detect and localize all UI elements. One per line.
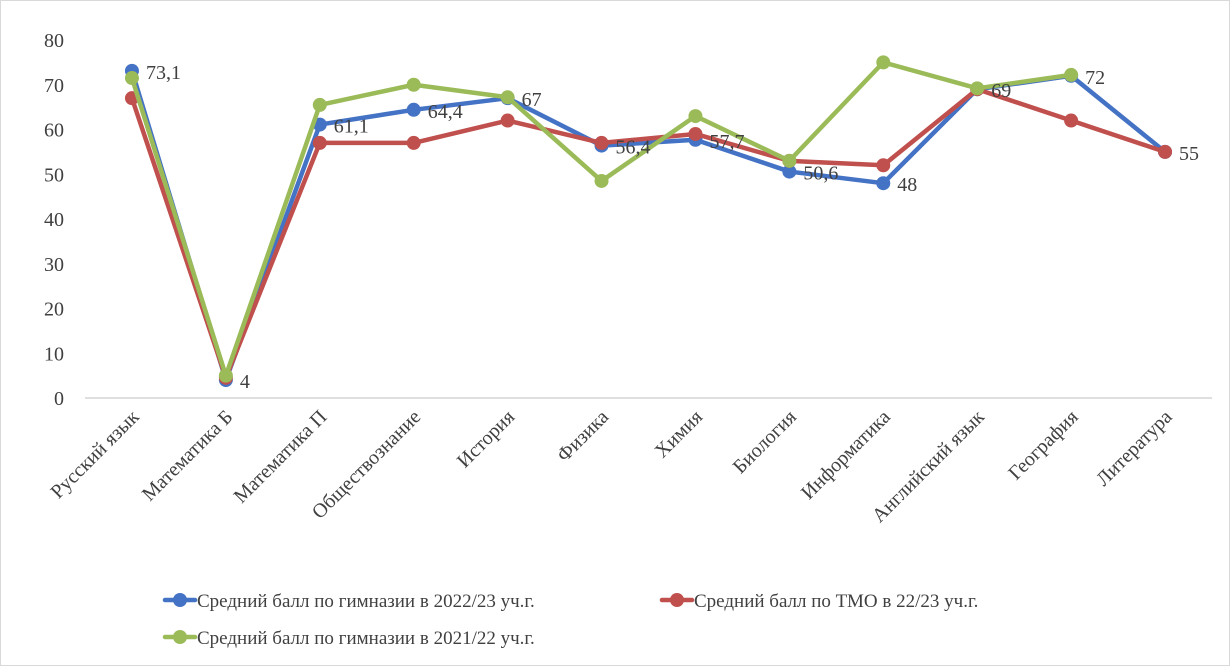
data-label: 57,7: [709, 131, 744, 153]
x-tick-label: Литература: [1092, 406, 1177, 491]
legend-item-2[interactable]: Средний балл по ТМО в 22/23 уч.г.: [659, 591, 978, 612]
data-point: [500, 113, 515, 128]
x-tick-label: Математика П: [230, 406, 332, 508]
data-label: 67: [522, 89, 542, 111]
data-point: [594, 135, 609, 150]
data-point: [688, 109, 703, 124]
data-point: [1158, 144, 1173, 159]
x-tick-label: Информатика: [797, 406, 895, 504]
data-point: [970, 81, 985, 96]
data-label: 61,1: [334, 116, 369, 138]
y-tick-label: 60: [44, 120, 64, 142]
series-3: [124, 55, 1079, 383]
data-label: 72: [1085, 67, 1105, 89]
data-point: [876, 55, 891, 70]
data-label: 69: [991, 80, 1011, 102]
legend-swatch-marker: [173, 593, 187, 607]
legend-label: Средний балл по гимназии в 2021/22 уч.г.: [197, 628, 535, 649]
data-point: [594, 173, 609, 188]
legend-item-3[interactable]: Средний балл по гимназии в 2021/22 уч.г.: [162, 628, 535, 649]
data-label: 4: [240, 371, 250, 393]
y-tick-label: 10: [44, 343, 64, 365]
data-point: [218, 368, 233, 383]
series-layer: [124, 55, 1173, 388]
y-tick-label: 0: [54, 388, 64, 410]
y-tick-label: 20: [44, 299, 64, 321]
legend-swatch-marker: [173, 630, 187, 644]
legend-label: Средний балл по гимназии в 2022/23 уч.г.: [197, 591, 535, 612]
data-point: [1064, 67, 1079, 82]
x-tick-label: Русский язык: [46, 406, 143, 503]
data-point: [876, 158, 891, 173]
series-2: [124, 82, 1173, 385]
data-label: 73,1: [146, 62, 181, 84]
data-point: [782, 153, 797, 168]
y-axis-ticks: 0 10 20 30 40 50 60 70 80: [44, 30, 64, 410]
data-label: 50,6: [803, 163, 838, 185]
x-tick-label: Биология: [729, 406, 801, 478]
data-point: [1064, 113, 1079, 128]
legend[interactable]: Средний балл по гимназии в 2022/23 уч.г.…: [162, 591, 978, 649]
series-1: [124, 63, 1173, 388]
data-point: [312, 135, 327, 150]
data-point: [876, 176, 891, 191]
data-label: 48: [897, 174, 917, 196]
data-point: [500, 90, 515, 105]
data-point: [124, 71, 139, 86]
x-tick-label: Химия: [651, 406, 707, 462]
y-tick-label: 70: [44, 75, 64, 97]
series-line: [129, 60, 1074, 378]
y-tick-label: 40: [44, 209, 64, 231]
legend-label: Средний балл по ТМО в 22/23 уч.г.: [694, 591, 978, 612]
data-label: 64,4: [428, 101, 463, 123]
y-tick-label: 30: [44, 254, 64, 276]
data-point: [782, 164, 797, 179]
x-tick-label: География: [1004, 406, 1082, 484]
x-tick-label: Математика Б: [138, 406, 238, 506]
data-point: [406, 77, 421, 92]
data-point: [688, 126, 703, 141]
legend-item-1[interactable]: Средний балл по гимназии в 2022/23 уч.г.: [162, 591, 535, 612]
y-tick-label: 80: [44, 30, 64, 52]
x-tick-label: Физика: [553, 406, 613, 466]
legend-swatch-marker: [670, 593, 684, 607]
data-point: [406, 102, 421, 117]
y-tick-label: 50: [44, 164, 64, 186]
data-labels: 73,1 4 61,1 64,4 67 56,4 57,7 50,6 48 69 72 55: [146, 62, 1199, 393]
series-line: [129, 86, 1168, 381]
data-point: [406, 135, 421, 150]
data-point: [312, 97, 327, 112]
data-label: 56,4: [616, 137, 651, 159]
x-tick-label: История: [453, 406, 519, 472]
data-label: 55: [1179, 143, 1199, 165]
